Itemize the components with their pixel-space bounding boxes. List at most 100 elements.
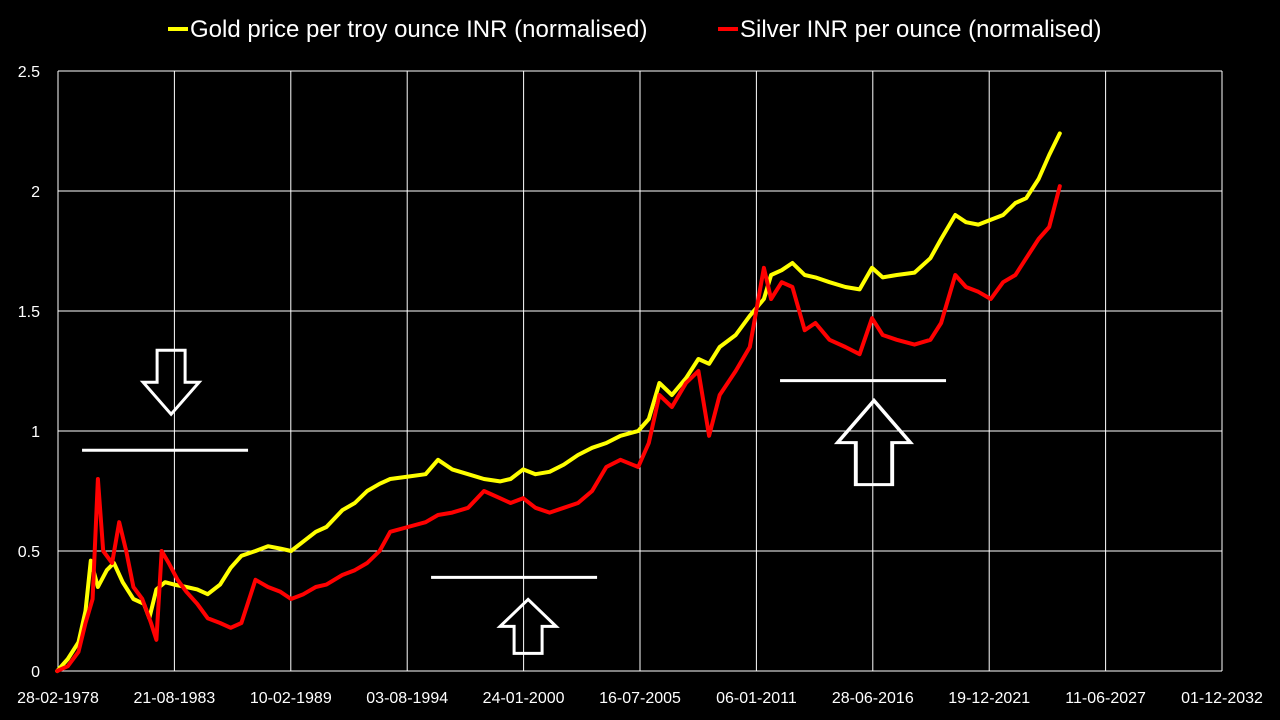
data-point [253,578,258,582]
data-point [466,472,470,476]
data-point [803,273,807,277]
series-line [55,184,1062,673]
data-point [1013,273,1018,277]
data-point [953,273,957,277]
data-point [827,280,832,284]
data-point [647,441,651,445]
data-point [239,554,243,558]
x-tick-label: 16-07-2005 [599,690,681,707]
data-point [769,297,773,301]
data-point [253,549,258,553]
data-point [696,369,701,373]
data-point [206,616,210,620]
data-point [124,549,128,553]
data-point [858,287,862,291]
data-point [895,273,899,277]
x-tick-label: 06-01-2011 [716,690,797,707]
data-point [1024,196,1028,200]
data-point [509,477,513,481]
data-point [576,501,580,505]
data-point [101,549,105,553]
data-point [533,506,538,510]
data-point [301,592,305,596]
data-point [436,458,440,462]
data-point [466,506,470,510]
data-point [562,463,566,467]
x-tick-label: 21-08-1983 [133,690,215,707]
data-point [636,465,640,469]
data-point [424,472,428,476]
data-point [278,590,282,594]
data-point [521,467,525,471]
data-point [976,223,980,227]
x-tick-label: 19-12-2021 [948,690,1030,707]
data-point [218,621,222,625]
data-point [278,547,282,551]
x-tick-label: 11-06-2027 [1065,690,1146,707]
data-point [827,338,832,342]
data-point [229,626,233,630]
data-point [618,434,623,438]
data-point [1024,256,1028,260]
series-line [55,131,1062,673]
legend-label: Gold price per troy ounce INR (normalise… [190,16,648,43]
data-point [482,489,486,493]
data-point [76,650,81,654]
y-tick-label: 0.5 [18,544,40,561]
data-point [172,583,176,587]
data-point [912,343,917,347]
data-point [636,429,640,433]
data-point [912,271,917,275]
data-point [780,268,784,272]
data-point [953,213,957,217]
data-point [167,561,171,565]
data-point [707,434,711,438]
data-point [482,477,486,481]
y-tick-label: 2 [31,184,40,201]
series-gold [55,131,1062,673]
data-point [117,520,121,524]
legend-item: Silver INR per ounce (normalised) [718,16,1101,43]
data-point [340,508,344,512]
data-point [149,621,153,625]
data-point [314,585,318,589]
data-point [1058,131,1062,135]
legend-label: Silver INR per ounce (normalised) [740,16,1101,43]
data-point [780,280,784,284]
data-point [66,664,70,668]
data-point [696,357,701,361]
annotation-1 [82,348,249,452]
y-tick-label: 0 [31,664,40,681]
x-tick-label: 03-08-1994 [366,690,448,707]
x-axis-ticks: 28-02-1978 21-08-1983 10-02-1989 03-08-1994… [17,690,1263,707]
data-point [105,568,109,572]
data-point [718,345,722,349]
data-point [239,621,243,625]
data-point [843,345,848,349]
data-point [881,275,885,279]
series-silver [55,184,1062,673]
data-point [195,587,199,592]
data-point [406,525,410,529]
data-point [590,446,594,450]
data-point [707,362,711,366]
data-point [498,479,502,483]
data-point [163,580,167,584]
data-point [289,597,293,601]
data-point [96,477,100,481]
data-point [881,333,885,337]
data-point [140,597,144,601]
data-point [229,566,233,570]
data-point [160,549,164,553]
x-tick-label: 10-02-1989 [250,690,332,707]
data-point [353,501,357,505]
data-point [790,261,795,265]
data-point [964,220,968,224]
series-layer [55,131,1062,673]
data-point [562,506,566,510]
data-point [131,597,135,601]
data-point [218,583,222,587]
data-point [618,458,623,462]
data-point [803,328,807,332]
data-point [604,465,608,469]
